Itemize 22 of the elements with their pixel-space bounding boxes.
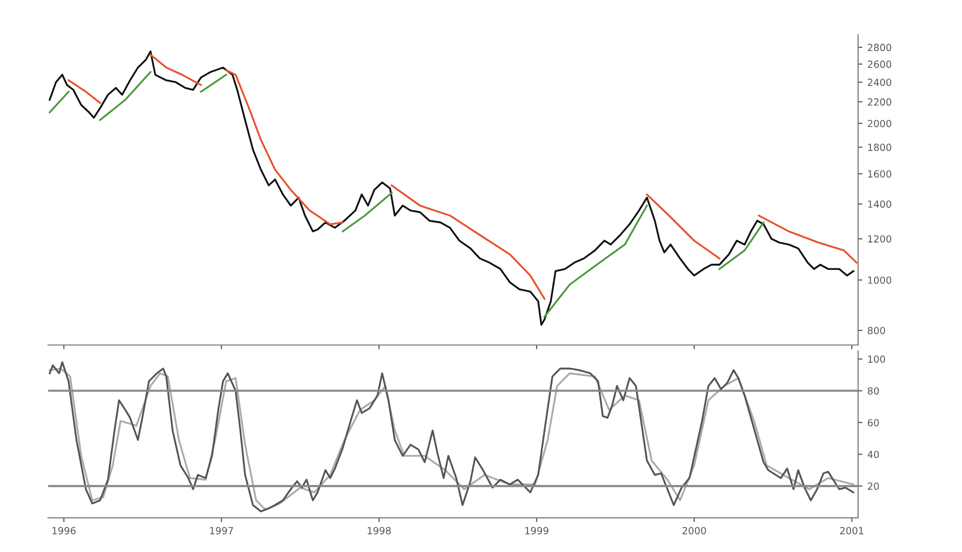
x-tick-label: 1996 — [52, 526, 76, 534]
y-tick-label: 40 — [868, 450, 879, 458]
y-tick-label: 1200 — [868, 235, 892, 243]
x-tick-label: 1997 — [210, 526, 233, 534]
y-tick-label: 60 — [868, 418, 879, 426]
y-tick-label: 2000 — [868, 120, 892, 128]
y-tick-label: 1000 — [868, 276, 892, 284]
y-tick-label: 1800 — [868, 144, 892, 152]
y-tick-label: 2200 — [868, 98, 892, 106]
y-tick-label: 2800 — [868, 44, 892, 52]
y-tick-label: 2400 — [868, 78, 892, 86]
y-tick-label: 100 — [868, 355, 886, 363]
y-tick-label: 20 — [868, 482, 879, 490]
x-tick-label: 2001 — [840, 526, 864, 534]
y-tick-label: 2600 — [868, 60, 892, 68]
x-tick-label: 1998 — [368, 526, 391, 534]
y-tick-label: 800 — [868, 326, 886, 334]
y-tick-label: 80 — [868, 387, 879, 395]
x-tick-label: 1999 — [525, 526, 548, 534]
y-tick-label: 1600 — [868, 170, 892, 178]
y-tick-label: 1400 — [868, 200, 892, 208]
x-tick-label: 2000 — [682, 526, 706, 534]
